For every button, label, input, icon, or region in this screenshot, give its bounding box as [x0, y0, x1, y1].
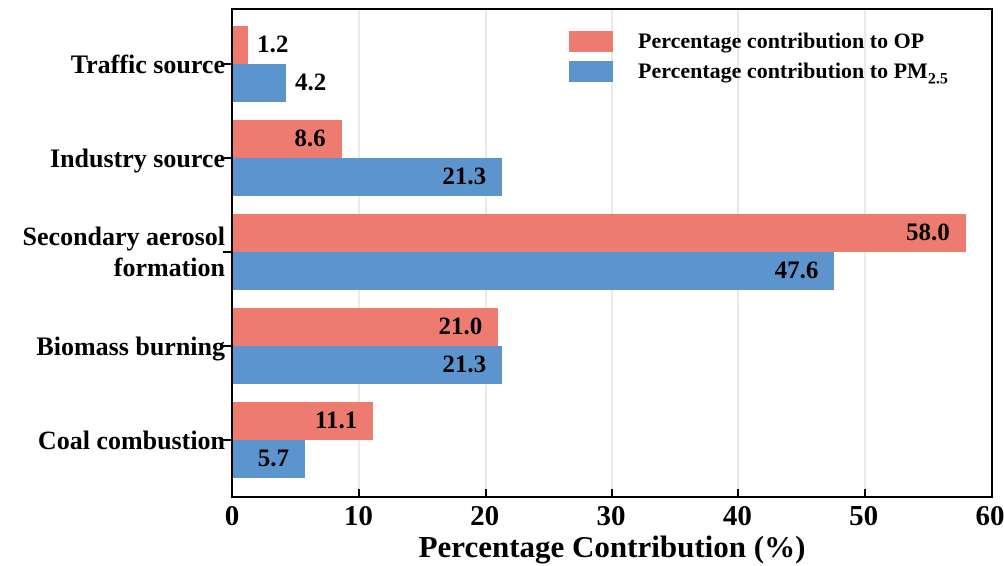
legend-item: Percentage contribution to PM2.5	[569, 56, 948, 88]
x-tick-label: 60	[975, 500, 1004, 532]
gridline	[863, 10, 866, 496]
x-axis-tick	[484, 489, 487, 496]
bar	[233, 158, 503, 196]
x-axis-tick	[611, 489, 613, 496]
bar-value-label: 47.6	[774, 257, 819, 284]
x-tick-label: 20	[470, 500, 500, 532]
legend-label: Percentage contribution to PM2.5	[638, 58, 948, 88]
bar-group-4: 21.0 21.3	[233, 308, 991, 384]
bar-group-5: 11.1 5.7	[233, 402, 991, 478]
y-axis-tick	[223, 345, 231, 347]
bar	[233, 440, 305, 478]
x-tick-label: 0	[224, 500, 240, 532]
y-axis-tick	[223, 157, 231, 159]
bar-group-3: 58.0 47.6	[233, 214, 991, 290]
bar	[233, 308, 499, 346]
bar-group-2: 8.6 21.3	[233, 120, 991, 196]
category-label: Secondary aerosol formation	[22, 222, 225, 282]
category-label: Traffic source	[70, 49, 225, 79]
y-axis-tick	[223, 251, 231, 253]
bar-value-label: 4.2	[295, 69, 327, 96]
x-axis-tick	[358, 489, 361, 496]
category-label: Industry source	[49, 143, 225, 173]
bar-value-label: 8.6	[294, 125, 326, 152]
bar-value-label: 5.7	[257, 445, 289, 472]
bar	[233, 402, 374, 440]
x-tick-label: 50	[849, 500, 879, 532]
bar	[233, 346, 503, 384]
x-tick-label: 30	[596, 500, 626, 532]
bar-value-label: 21.3	[442, 163, 487, 190]
bar-value-label: 21.3	[442, 351, 487, 378]
legend-swatch	[569, 30, 613, 52]
bar-value-label: 11.1	[314, 407, 358, 434]
y-axis-tick	[223, 439, 231, 441]
bar	[233, 252, 835, 290]
bar-value-label: 21.0	[438, 313, 483, 340]
bar	[233, 214, 966, 252]
bar-group-1: 1.2 4.2	[233, 26, 991, 102]
bar	[233, 64, 287, 102]
legend: Percentage contribution to OP Percentage …	[569, 26, 948, 88]
y-axis-tick	[223, 63, 231, 65]
legend-swatch	[569, 60, 613, 82]
plot-area: 1.2 4.2 8.6 21.3 58.0 47.6 21.0 21.3 11.1 5.7 Per…	[231, 8, 993, 498]
x-tick-label: 10	[343, 500, 373, 532]
bar-value-label: 1.2	[257, 31, 289, 58]
x-axis-tick	[863, 489, 866, 496]
x-axis-tick	[737, 489, 740, 496]
x-tick-label: 40	[722, 500, 752, 532]
category-label: Coal combustion	[37, 425, 225, 455]
bar-value-label: 58.0	[905, 219, 950, 246]
x-axis-title: Percentage Contribution (%)	[418, 529, 806, 564]
bar	[233, 120, 342, 158]
bar	[233, 26, 249, 64]
category-label: Biomass burning	[36, 331, 225, 361]
legend-label: Percentage contribution to OP	[638, 28, 925, 53]
legend-item: Percentage contribution to OP	[569, 26, 948, 56]
